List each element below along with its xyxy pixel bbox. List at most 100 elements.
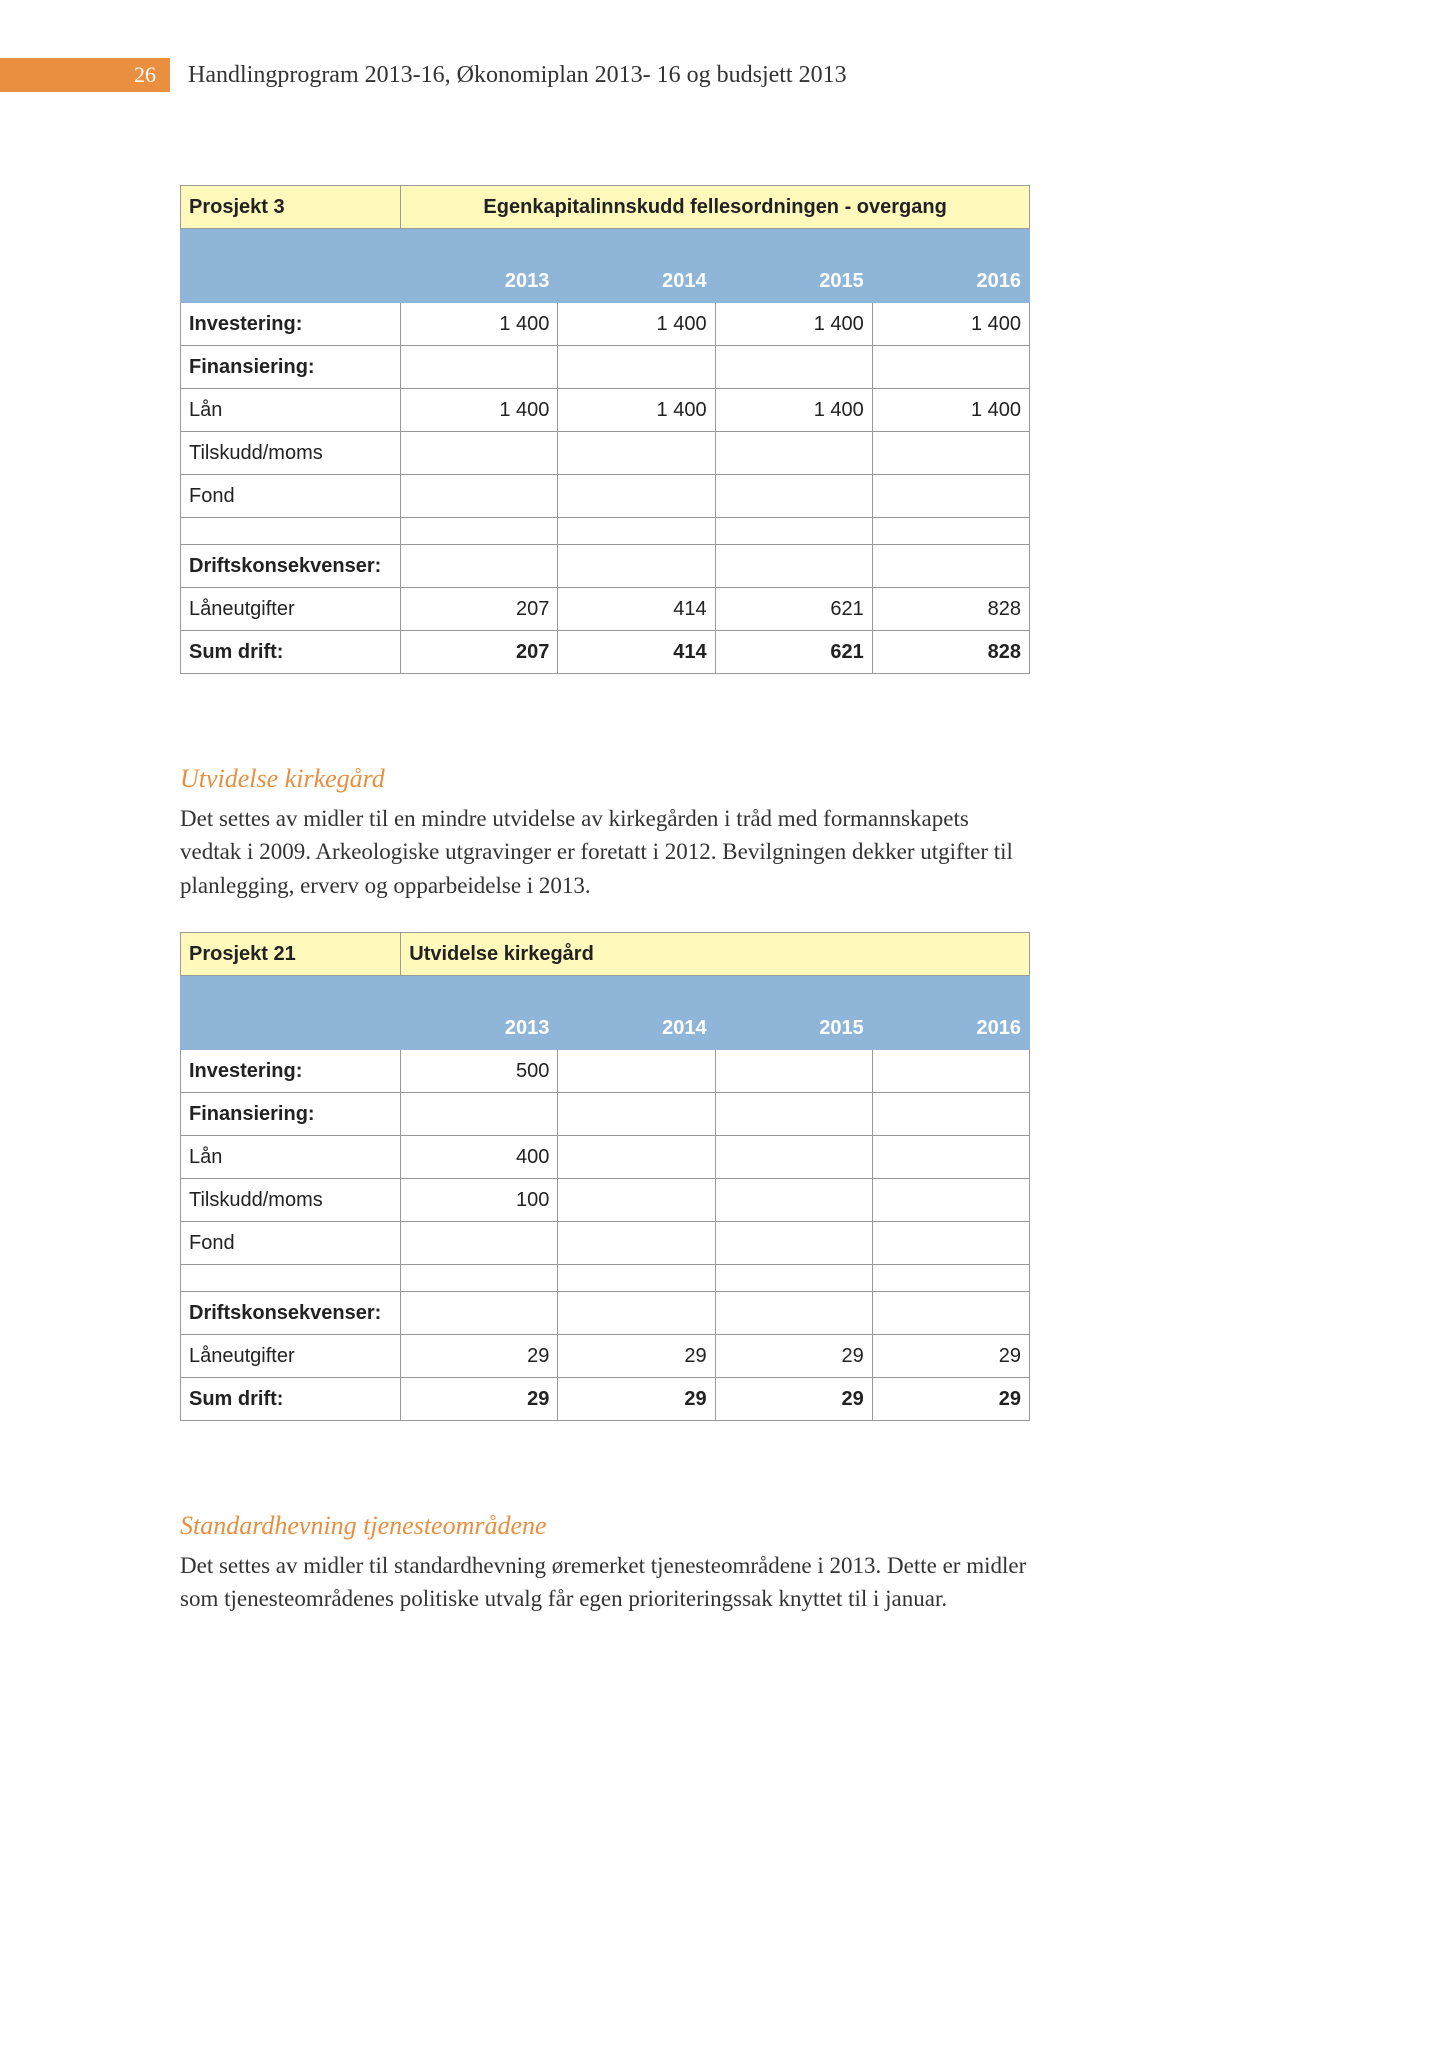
table-row: Sum drift: 29 29 29 29 — [181, 1378, 1030, 1421]
section-body-utvidelse: Det settes av midler til en mindre utvid… — [180, 802, 1030, 902]
table-row: Driftskonsekvenser: — [181, 1292, 1030, 1335]
row-label: Tilskudd/moms — [181, 432, 401, 475]
cell — [558, 346, 715, 389]
table-row: Lån 1 400 1 400 1 400 1 400 — [181, 389, 1030, 432]
row-label: Tilskudd/moms — [181, 1179, 401, 1222]
cell — [558, 1050, 715, 1093]
cell: 414 — [558, 588, 715, 631]
cell — [401, 346, 558, 389]
cell: 207 — [401, 588, 558, 631]
table-row: Driftskonsekvenser: — [181, 545, 1030, 588]
table-year-row: 2013 2014 2015 2016 — [181, 260, 1030, 303]
row-label: Låneutgifter — [181, 1335, 401, 1378]
cell: 1 400 — [401, 389, 558, 432]
year-2015: 2015 — [715, 260, 872, 303]
table-row: Investering: 500 — [181, 1050, 1030, 1093]
cell — [872, 1093, 1029, 1136]
table-row: Fond — [181, 475, 1030, 518]
row-label: Finansiering: — [181, 346, 401, 389]
cell: 29 — [715, 1335, 872, 1378]
cell — [715, 432, 872, 475]
table-title-row: Prosjekt 21 Utvidelse kirkegård — [181, 933, 1030, 976]
cell — [872, 1222, 1029, 1265]
cell — [715, 545, 872, 588]
table-header-spacer — [181, 229, 1030, 260]
cell: 1 400 — [401, 303, 558, 346]
table-row: Finansiering: — [181, 346, 1030, 389]
row-label: Finansiering: — [181, 1093, 401, 1136]
cell — [558, 475, 715, 518]
year-2013: 2013 — [401, 1007, 558, 1050]
cell — [715, 1050, 872, 1093]
cell — [872, 346, 1029, 389]
section-body-standardhevning: Det settes av midler til standardhevning… — [180, 1549, 1030, 1616]
row-label: Sum drift: — [181, 1378, 401, 1421]
cell — [715, 346, 872, 389]
cell: 621 — [715, 631, 872, 674]
cell: 29 — [872, 1335, 1029, 1378]
row-label: Driftskonsekvenser: — [181, 1292, 401, 1335]
cell: 621 — [715, 588, 872, 631]
row-label: Sum drift: — [181, 631, 401, 674]
table-row: Tilskudd/moms — [181, 432, 1030, 475]
header-accent-bar — [0, 58, 120, 92]
cell — [715, 1292, 872, 1335]
cell: 100 — [401, 1179, 558, 1222]
section-heading-utvidelse: Utvidelse kirkegård — [180, 764, 1030, 794]
cell — [715, 1136, 872, 1179]
cell — [715, 475, 872, 518]
cell: 29 — [401, 1378, 558, 1421]
cell: 1 400 — [872, 303, 1029, 346]
page-header: 26 Handlingprogram 2013-16, Økonomiplan … — [0, 58, 1448, 92]
table-row: Sum drift: 207 414 621 828 — [181, 631, 1030, 674]
table-year-row: 2013 2014 2015 2016 — [181, 1007, 1030, 1050]
cell: 29 — [872, 1378, 1029, 1421]
cell: 1 400 — [558, 389, 715, 432]
cell — [872, 432, 1029, 475]
cell: 29 — [715, 1378, 872, 1421]
table-row: Tilskudd/moms 100 — [181, 1179, 1030, 1222]
cell — [872, 545, 1029, 588]
table-row — [181, 1265, 1030, 1292]
table-title-row: Prosjekt 3 Egenkapitalinnskudd fellesord… — [181, 186, 1030, 229]
row-label: Investering: — [181, 1050, 401, 1093]
project-table-21: Prosjekt 21 Utvidelse kirkegård 2013 201… — [180, 932, 1030, 1421]
cell: 500 — [401, 1050, 558, 1093]
year-2013: 2013 — [401, 260, 558, 303]
table-row — [181, 518, 1030, 545]
cell: 828 — [872, 588, 1029, 631]
year-2015: 2015 — [715, 1007, 872, 1050]
row-label: Lån — [181, 1136, 401, 1179]
cell — [558, 545, 715, 588]
cell: 29 — [558, 1378, 715, 1421]
table-row: Låneutgifter 207 414 621 828 — [181, 588, 1030, 631]
cell — [401, 545, 558, 588]
cell: 29 — [558, 1335, 715, 1378]
cell — [558, 1093, 715, 1136]
cell — [558, 432, 715, 475]
cell — [715, 1179, 872, 1222]
cell — [872, 475, 1029, 518]
project-title: Egenkapitalinnskudd fellesordningen - ov… — [401, 186, 1030, 229]
cell: 1 400 — [715, 389, 872, 432]
table-row: Fond — [181, 1222, 1030, 1265]
cell — [401, 475, 558, 518]
row-label: Lån — [181, 389, 401, 432]
page-title: Handlingprogram 2013-16, Økonomiplan 201… — [188, 62, 847, 89]
year-2016: 2016 — [872, 260, 1029, 303]
row-label: Driftskonsekvenser: — [181, 545, 401, 588]
table-header-spacer — [181, 976, 1030, 1007]
row-label: Fond — [181, 1222, 401, 1265]
cell — [401, 1292, 558, 1335]
cell — [558, 1292, 715, 1335]
cell — [715, 1093, 872, 1136]
cell — [872, 1136, 1029, 1179]
project-label: Prosjekt 3 — [181, 186, 401, 229]
cell — [401, 1222, 558, 1265]
section-heading-standardhevning: Standardhevning tjenesteområdene — [180, 1511, 1030, 1541]
page-number: 26 — [120, 58, 170, 92]
year-2016: 2016 — [872, 1007, 1029, 1050]
cell: 1 400 — [872, 389, 1029, 432]
cell — [872, 1292, 1029, 1335]
cell: 414 — [558, 631, 715, 674]
